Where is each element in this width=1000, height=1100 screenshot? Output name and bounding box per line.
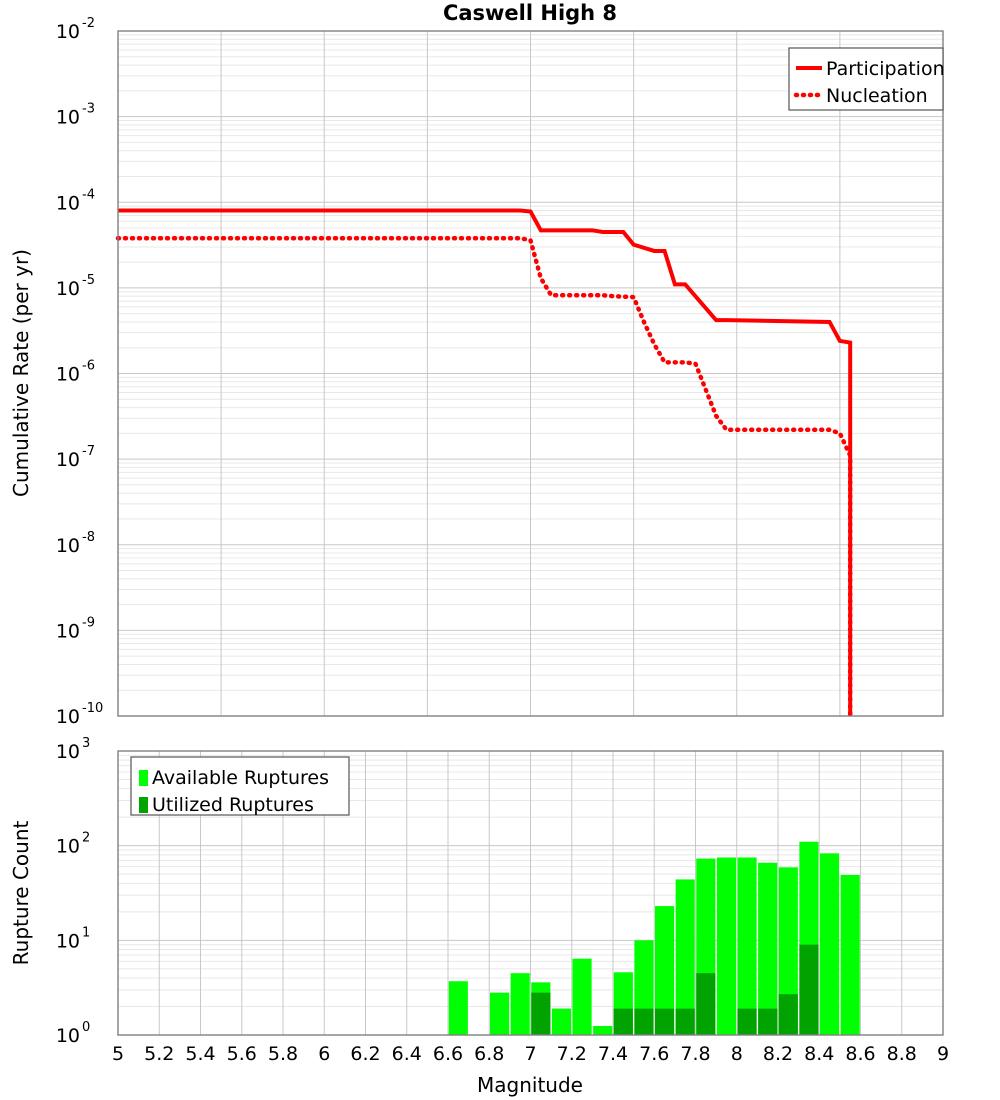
bar-available: [840, 874, 860, 1035]
bar-available: [716, 857, 736, 1035]
ytick-exponent: 0: [82, 1020, 90, 1035]
xtick-label: 8: [731, 1043, 743, 1065]
xtick-label: 6: [318, 1043, 330, 1065]
ytick-label: 10: [56, 364, 80, 386]
bottom-ylabel: Rupture Count: [9, 820, 33, 965]
ytick-label: 10: [56, 1025, 80, 1047]
bottom-xtick-labels: 5 5.2 5.4 5.6 5.8 6 6.2 6.4 6.6 6.8 7 7.2 7.4 7.6 7.8 8…: [112, 1043, 949, 1065]
legend-label: Available Ruptures: [152, 767, 329, 789]
ytick-label: 10: [56, 278, 80, 300]
bottom-plot-frame: [117, 750, 944, 1036]
bar-available: [448, 981, 468, 1035]
bar-utilized: [531, 992, 551, 1035]
xtick-label: 7.8: [680, 1043, 710, 1065]
legend-label: Participation: [826, 58, 945, 80]
top-ylabel: Cumulative Rate (per yr): [9, 249, 33, 497]
xtick-label: 5.8: [268, 1043, 298, 1065]
xtick-label: 5.4: [185, 1043, 215, 1065]
bar-utilized: [634, 1008, 654, 1035]
ytick-exponent: -6: [82, 359, 95, 374]
legend-box: [130, 756, 350, 816]
bar-utilized: [655, 1008, 675, 1035]
legend-box: [788, 47, 944, 111]
ytick-label: 10: [56, 449, 80, 471]
legend-label: Nucleation: [826, 85, 928, 107]
bar-available: [778, 867, 798, 1035]
bar-available: [737, 857, 757, 1035]
ytick-label: 10: [56, 836, 80, 858]
ytick-exponent: -9: [82, 615, 95, 630]
ytick-exponent: 2: [82, 831, 90, 846]
bar-utilized: [675, 1008, 695, 1035]
legend-label: Utilized Ruptures: [152, 794, 314, 816]
xtick-label: 6.8: [474, 1043, 504, 1065]
page-title: Caswell High 8: [443, 1, 617, 25]
ytick-exponent: -5: [82, 273, 95, 288]
top-plot-frame: [117, 30, 944, 717]
xtick-label: 8.8: [887, 1043, 917, 1065]
xtick-label: 8.4: [804, 1043, 834, 1065]
xtick-label: 5.6: [227, 1043, 257, 1065]
series-nucleation: [115, 235, 853, 719]
ytick-exponent: -3: [82, 102, 95, 117]
bar-available: [510, 973, 530, 1035]
xtick-label: 8.6: [845, 1043, 875, 1065]
xtick-label: 7: [524, 1043, 536, 1065]
xtick-label: 6.2: [350, 1043, 380, 1065]
bottom-xlabel: Magnitude: [477, 1073, 583, 1097]
ytick-label: 10: [56, 930, 80, 952]
bar-utilized: [799, 944, 819, 1035]
bar-available: [758, 862, 778, 1035]
xtick-label: 6.6: [433, 1043, 463, 1065]
ytick-exponent: 3: [82, 736, 90, 751]
xtick-label: 6.4: [392, 1043, 422, 1065]
ytick-exponent: -2: [82, 16, 95, 31]
bar-available: [490, 992, 510, 1035]
top-data-series: [115, 208, 853, 719]
legend-swatch-available: [139, 770, 148, 786]
ytick-label: 10: [56, 21, 80, 43]
xtick-label: 5: [112, 1043, 124, 1065]
ytick-exponent: -7: [82, 444, 95, 459]
bar-utilized: [696, 973, 716, 1035]
ytick-label: 10: [56, 741, 80, 763]
ytick-exponent: -10: [82, 701, 103, 716]
ytick-exponent: -8: [82, 530, 95, 545]
ytick-label: 10: [56, 192, 80, 214]
xtick-label: 5.2: [144, 1043, 174, 1065]
xtick-label: 7.4: [598, 1043, 628, 1065]
bottom-legend: Available Ruptures Utilized Ruptures: [130, 756, 350, 816]
ytick-exponent: 1: [82, 925, 90, 940]
xtick-label: 7.2: [557, 1043, 587, 1065]
top-legend: Participation Nucleation: [788, 47, 945, 111]
bar-available: [572, 958, 592, 1035]
bar-utilized: [613, 1008, 633, 1035]
bar-utilized: [737, 1008, 757, 1035]
ytick-exponent: -4: [82, 187, 95, 202]
ytick-label: 10: [56, 620, 80, 642]
legend-swatch-utilized: [139, 797, 148, 813]
bar-available: [675, 879, 695, 1035]
xtick-label: 7.6: [639, 1043, 669, 1065]
ytick-label: 10: [56, 706, 80, 728]
histogram-bars: [448, 841, 860, 1035]
ytick-label: 10: [56, 107, 80, 129]
bar-utilized: [758, 1008, 778, 1035]
bar-available: [551, 1008, 571, 1035]
xtick-label: 9: [937, 1043, 949, 1065]
ytick-label: 10: [56, 535, 80, 557]
bar-available: [820, 853, 840, 1035]
bar-utilized: [778, 994, 798, 1035]
bar-available: [655, 906, 675, 1035]
bar-available: [593, 1026, 613, 1035]
xtick-label: 8.2: [763, 1043, 793, 1065]
series-participation: [118, 208, 853, 716]
